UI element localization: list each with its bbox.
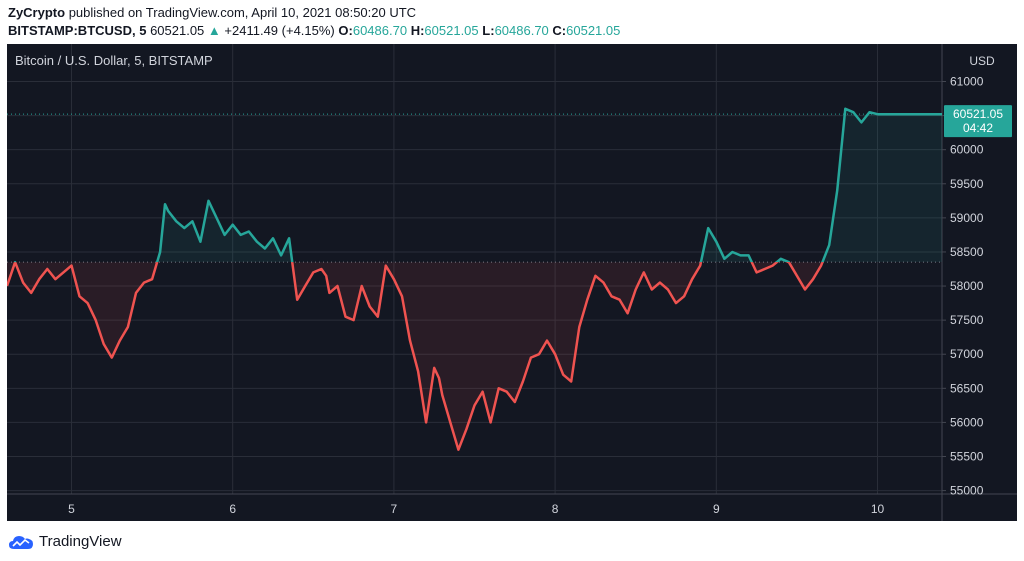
high-label: H: — [410, 23, 425, 38]
x-tick-label: 10 — [871, 502, 885, 516]
tradingview-logo[interactable]: TradingView — [8, 533, 122, 550]
last-price-badge: 60521.05 04:42 — [944, 105, 1012, 138]
y-tick-label: 55000 — [950, 484, 984, 498]
open-value: 60486.70 — [352, 23, 408, 38]
x-tick-label: 7 — [391, 502, 398, 516]
series-line-down — [7, 262, 824, 451]
time-axis[interactable]: 5 6 7 8 9 10 — [68, 502, 884, 516]
symbol-label: BITSTAMP:BTCUSD, 5 — [8, 23, 147, 38]
last-price: 60521.05 — [150, 23, 205, 38]
brand-name: TradingView — [39, 533, 122, 550]
y-tick-label: 56500 — [950, 381, 984, 395]
publish-line: ZyCrypto published on TradingView.com, A… — [8, 5, 416, 20]
price-axis[interactable]: 55000 55500 56000 56500 57000 57500 58000 58500… — [942, 75, 984, 498]
x-tick-label: 6 — [229, 502, 236, 516]
x-tick-label: 5 — [68, 502, 75, 516]
high-value: 60521.05 — [424, 23, 479, 38]
y-tick-label: 57000 — [950, 347, 984, 361]
y-tick-label: 56000 — [950, 415, 984, 429]
low-value: 60486.70 — [494, 23, 549, 38]
price-change: +2411.49 (+4.15%) — [224, 23, 335, 38]
close-value: 60521.05 — [566, 23, 621, 38]
series-line-up — [13, 107, 942, 263]
area-fill-up — [157, 108, 942, 263]
chart-panel[interactable]: Bitcoin / U.S. Dollar, 5, BITSTAMP 55000… — [7, 44, 1017, 521]
chart-title: Bitcoin / U.S. Dollar, 5, BITSTAMP — [15, 53, 213, 68]
cloud-icon — [9, 535, 33, 549]
y-tick-label: 61000 — [950, 75, 984, 89]
last-price-value: 60521.05 — [953, 107, 1003, 121]
y-tick-label: 55500 — [950, 450, 984, 464]
countdown-timer: 04:42 — [963, 121, 993, 135]
y-tick-label: 57500 — [950, 313, 984, 327]
y-tick-label: 58000 — [950, 279, 984, 293]
y-tick-label: 60000 — [950, 143, 984, 157]
y-tick-label: 58500 — [950, 245, 984, 259]
y-tick-label: 59500 — [950, 177, 984, 191]
currency-label: USD — [969, 54, 995, 68]
close-label: C: — [552, 23, 567, 38]
y-tick-label: 59000 — [950, 211, 984, 225]
price-chart[interactable]: Bitcoin / U.S. Dollar, 5, BITSTAMP 55000… — [7, 44, 1017, 521]
area-fill-down — [7, 262, 942, 450]
low-label: L: — [482, 23, 495, 38]
publisher-name[interactable]: ZyCrypto — [8, 5, 66, 20]
ohlc-line: BITSTAMP:BTCUSD, 5 60521.05 ▲ +2411.49 (… — [8, 23, 620, 38]
x-tick-label: 8 — [552, 502, 559, 516]
change-arrow-icon: ▲ — [207, 23, 221, 38]
publish-info: published on TradingView.com, April 10, … — [68, 5, 417, 20]
open-label: O: — [338, 23, 353, 38]
x-tick-label: 9 — [713, 502, 720, 516]
